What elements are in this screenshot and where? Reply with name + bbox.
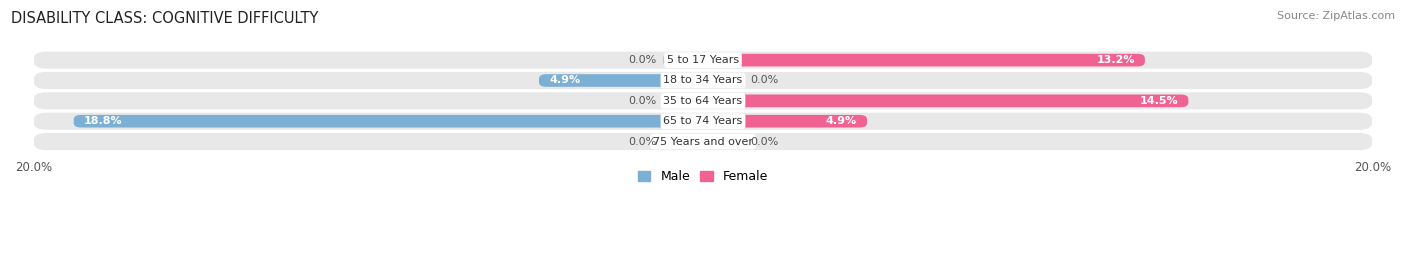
FancyBboxPatch shape <box>662 94 703 107</box>
FancyBboxPatch shape <box>703 94 1188 107</box>
FancyBboxPatch shape <box>34 113 1372 130</box>
Text: DISABILITY CLASS: COGNITIVE DIFFICULTY: DISABILITY CLASS: COGNITIVE DIFFICULTY <box>11 11 319 26</box>
FancyBboxPatch shape <box>34 52 1372 69</box>
Text: 13.2%: 13.2% <box>1097 55 1135 65</box>
Text: 4.9%: 4.9% <box>548 76 581 86</box>
Text: 4.9%: 4.9% <box>825 116 858 126</box>
Text: 0.0%: 0.0% <box>749 76 778 86</box>
Text: 14.5%: 14.5% <box>1140 96 1178 106</box>
FancyBboxPatch shape <box>662 135 703 148</box>
FancyBboxPatch shape <box>34 72 1372 89</box>
Text: 35 to 64 Years: 35 to 64 Years <box>664 96 742 106</box>
Text: 0.0%: 0.0% <box>628 55 657 65</box>
Text: 5 to 17 Years: 5 to 17 Years <box>666 55 740 65</box>
FancyBboxPatch shape <box>703 54 1144 66</box>
FancyBboxPatch shape <box>703 135 744 148</box>
FancyBboxPatch shape <box>703 74 744 87</box>
FancyBboxPatch shape <box>73 115 703 128</box>
FancyBboxPatch shape <box>538 74 703 87</box>
FancyBboxPatch shape <box>34 133 1372 150</box>
Legend: Male, Female: Male, Female <box>633 165 773 188</box>
Text: 65 to 74 Years: 65 to 74 Years <box>664 116 742 126</box>
FancyBboxPatch shape <box>34 92 1372 109</box>
Text: 0.0%: 0.0% <box>628 96 657 106</box>
Text: 75 Years and over: 75 Years and over <box>652 137 754 147</box>
Text: 18.8%: 18.8% <box>84 116 122 126</box>
FancyBboxPatch shape <box>662 54 703 66</box>
Text: 0.0%: 0.0% <box>628 137 657 147</box>
FancyBboxPatch shape <box>703 115 868 128</box>
Text: 0.0%: 0.0% <box>749 137 778 147</box>
Text: 18 to 34 Years: 18 to 34 Years <box>664 76 742 86</box>
Text: Source: ZipAtlas.com: Source: ZipAtlas.com <box>1277 11 1395 21</box>
